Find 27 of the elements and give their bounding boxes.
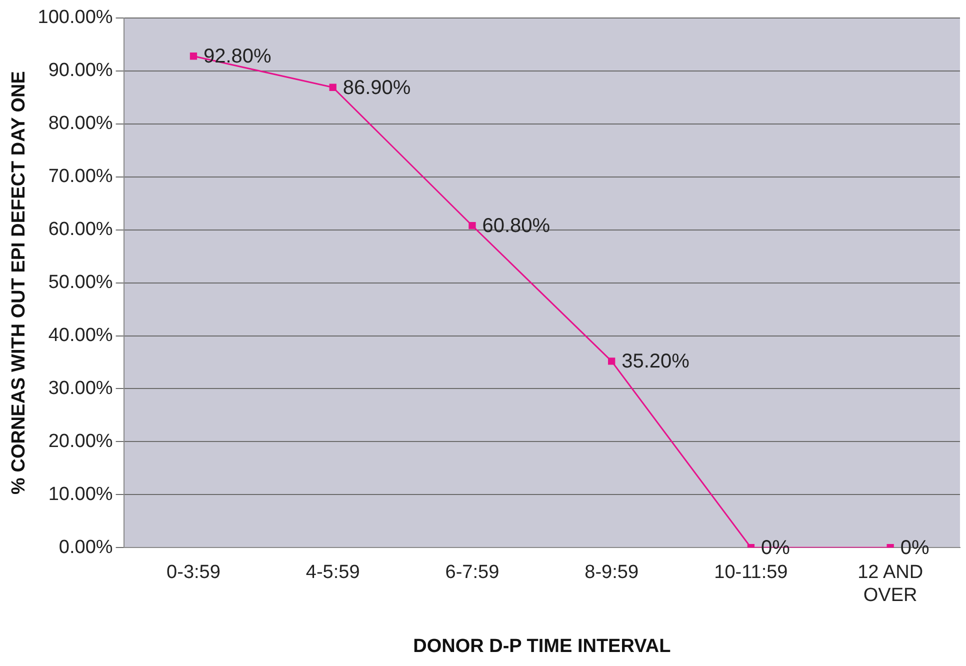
y-tick-label: 90.00%	[48, 60, 113, 82]
x-tick-label: 4-5:59	[306, 562, 360, 584]
y-tick-label: 50.00%	[48, 272, 113, 294]
point	[468, 222, 476, 230]
x-tick-label: 6-7:59	[445, 562, 500, 584]
point	[190, 52, 198, 60]
data-label: 0%	[900, 537, 930, 560]
y-tick-label: 10.00%	[48, 484, 113, 505]
y-tick-label: 0.00%	[58, 536, 113, 558]
data-label: 86.90%	[342, 76, 411, 99]
data-label: 92.80%	[203, 46, 272, 68]
y-tick-label: 80.00%	[48, 113, 113, 134]
y-tick-label: 30.00%	[48, 378, 113, 399]
y-tick-label: 20.00%	[48, 430, 113, 452]
x-tick-label: 0-3:59	[166, 562, 220, 584]
y-tick-label: 100.00%	[38, 7, 113, 28]
x-tick-label: 10-11:59	[714, 562, 788, 584]
y-tick-label: 60.00%	[48, 219, 113, 240]
point	[608, 358, 616, 365]
y-tick-label: 70.00%	[48, 166, 113, 188]
y-tick-label: 40.00%	[48, 324, 113, 346]
x-tick-label: 8-9:59	[584, 562, 639, 584]
data-label: 35.20%	[622, 350, 690, 373]
y-axis-title: % CORNEAS WITH OUT EPI DEFECT DAY ONE	[8, 71, 30, 494]
x-axis-title: DONOR D-P TIME INTERVAL	[413, 636, 672, 657]
point	[329, 84, 336, 91]
x-tick-label: 12 AND OVER	[858, 562, 924, 606]
